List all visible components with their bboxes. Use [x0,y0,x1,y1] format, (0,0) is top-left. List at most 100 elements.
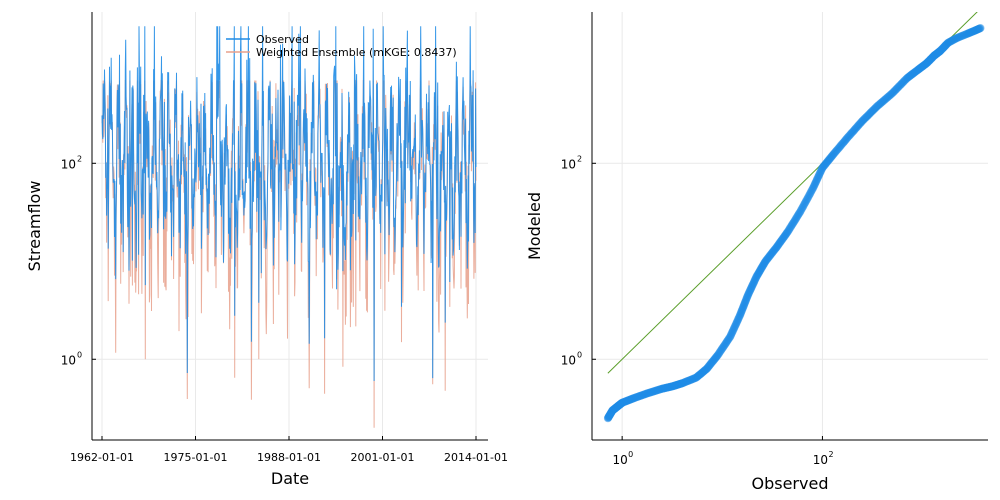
scatter-point [940,42,949,51]
scatter-point [734,313,743,322]
scatter-point [746,286,755,294]
scatter-point [961,30,970,39]
scatter-point [870,104,879,113]
scatter-point [762,256,771,265]
scatter-point [873,101,882,110]
scatter-point [828,151,837,160]
scatter-point [909,69,918,77]
scatter-point [848,128,856,137]
scatter-point [639,390,647,399]
scatter-point [850,126,859,134]
scatter-point [931,50,940,59]
scatter-point [868,107,876,116]
scatter-point [621,397,630,406]
scatter-point [965,28,974,37]
scatter-point [759,261,767,270]
scatter-point [840,136,849,145]
scatter-point [968,27,977,36]
scatter-point [920,60,929,69]
scatter-point [942,40,951,49]
series-observed-line [101,26,477,382]
scatter-point [938,44,947,53]
scatter-point [881,95,890,104]
scatter-point [753,271,762,280]
scatter-point [969,27,978,36]
scatter-point [949,35,958,44]
scatter-point [879,96,888,105]
scatter-point [926,55,935,64]
scatter-point [715,349,724,358]
scatter-point [885,92,893,101]
scatter-point [607,407,616,416]
scatter-point [927,54,936,63]
scatter-point [792,214,801,223]
scatter-point [931,50,940,59]
scatter-point [652,386,661,395]
scatter-point [790,216,799,225]
scatter-point [943,39,952,48]
scatter-point [664,383,672,392]
scatter-point [613,402,622,411]
scatter-point [966,28,975,37]
scatter-point [743,292,752,301]
scatter-point [817,164,826,173]
scatter-point [604,413,613,422]
scatter-point [604,413,613,421]
scatter-point [735,311,744,320]
scatter-point [612,403,621,412]
scatter-point [633,392,642,401]
scatter-point [785,225,794,234]
scatter-point [968,27,977,36]
scatter-point [721,339,730,348]
scatter-point [778,235,787,244]
scatter-point [951,34,960,43]
scatter-point [808,184,817,193]
scatter-point [925,56,934,65]
scatter-point [792,213,801,222]
scatter-point [635,392,644,401]
scatter-point [864,110,873,119]
scatter-point [835,143,844,152]
scatter-point [954,33,963,42]
scatter-point [878,98,887,106]
scatter-point [914,65,923,74]
scatter-point [704,363,712,372]
scatter-point [937,46,946,55]
scatter-point [716,347,725,356]
scatter-point [753,270,762,279]
scatter-point [744,289,753,298]
scatter-point [687,375,696,384]
scatter-point [815,170,824,179]
scatter-point [882,94,891,103]
scatter-point [819,163,828,171]
scatter-point [976,24,984,33]
scatter-point [926,55,935,64]
scatter-point [959,31,968,40]
scatter-point [610,404,619,413]
left-x-tick-label: 1962-01-01 [70,451,134,464]
left-y-axis-label: Streamflow [25,181,44,272]
scatter-point [777,236,786,245]
scatter-point [975,24,984,33]
scatter-point [966,28,975,37]
scatter-point [624,396,633,405]
scatter-point [669,381,678,390]
scatter-point [805,191,814,200]
scatter-point [667,382,676,391]
scatter-point [612,403,621,412]
scatter-point [670,381,679,390]
scatter-point [675,380,684,388]
scatter-point [614,401,623,410]
scatter-point [908,70,917,78]
scatter-point [923,58,932,67]
left-x-tick-label: 2014-01-01 [444,451,508,464]
scatter-point [832,147,841,155]
scatter-point [666,382,675,391]
scatter-point [894,82,903,91]
scatter-point [615,400,624,409]
scatter-point [823,157,832,166]
scatter-point [858,117,867,125]
scatter-point [643,389,652,398]
scatter-point [920,61,929,70]
